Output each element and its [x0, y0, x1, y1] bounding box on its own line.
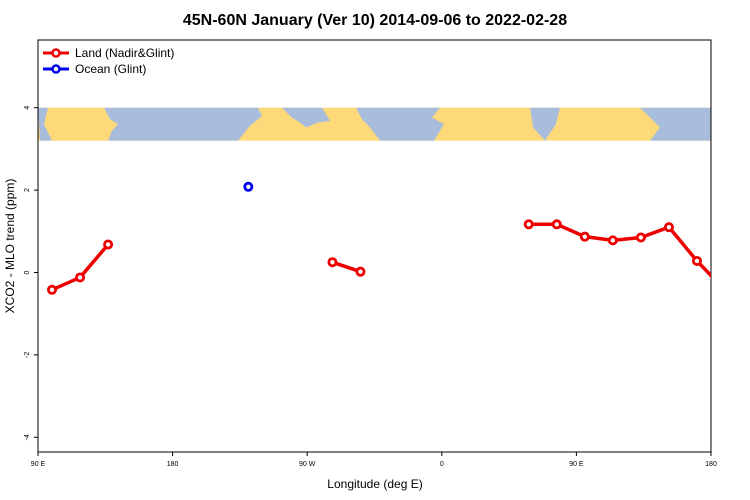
data-point [663, 222, 674, 233]
map-ocean-region [356, 107, 444, 141]
y-axis: -4 -2 0 2 4 [24, 106, 38, 440]
y-tick-label: 4 [24, 106, 31, 110]
data-point [327, 257, 338, 268]
data-point [607, 235, 618, 246]
data-point [551, 219, 562, 230]
y-tick-label: 2 [24, 188, 31, 192]
series-1 [243, 181, 254, 192]
y-tick-label: 0 [24, 270, 31, 274]
x-tick-label: 180 [705, 461, 717, 468]
legend-marker-land [51, 48, 61, 58]
x-tick-label: 0 [440, 461, 444, 468]
data-point [635, 232, 646, 243]
y-tick-label: -4 [24, 434, 31, 440]
x-axis-label: Longitude (deg E) [327, 477, 422, 491]
series-0 [47, 219, 728, 295]
map-ocean-region [282, 107, 330, 128]
data-point [691, 255, 702, 266]
data-point [523, 219, 534, 230]
y-axis-label: XCO2 - MLO trend (ppm) [3, 179, 17, 314]
map-band [38, 107, 711, 141]
map-ocean-region [104, 107, 262, 141]
map-ocean-region [640, 107, 711, 141]
data-point [355, 266, 366, 277]
series-line [51, 243, 110, 292]
x-axis: 90 E 180 90 W 0 90 E 180 [31, 452, 717, 468]
data-point [75, 272, 86, 283]
map-ocean-region [38, 107, 52, 141]
x-tick-label: 90 E [569, 461, 584, 468]
series-line [528, 222, 711, 279]
series-layer [47, 181, 728, 295]
x-tick-label: 90 E [31, 461, 46, 468]
chart-title: 45N-60N January (Ver 10) 2014-09-06 to 2… [183, 12, 567, 29]
x-tick-label: 180 [167, 461, 179, 468]
legend-label-ocean: Ocean (Glint) [75, 62, 146, 76]
map-ocean-region [530, 107, 560, 141]
data-point [721, 287, 728, 294]
y-tick-label: -2 [24, 352, 31, 358]
data-point [47, 284, 58, 295]
data-point [103, 239, 114, 250]
plot-frame [37, 39, 712, 453]
data-point [579, 231, 590, 242]
legend-marker-ocean [51, 64, 61, 74]
legend-label-land: Land (Nadir&Glint) [75, 46, 174, 60]
data-point [243, 181, 254, 192]
x-tick-label: 90 W [299, 461, 316, 468]
legend: Land (Nadir&Glint) Ocean (Glint) [43, 46, 174, 76]
